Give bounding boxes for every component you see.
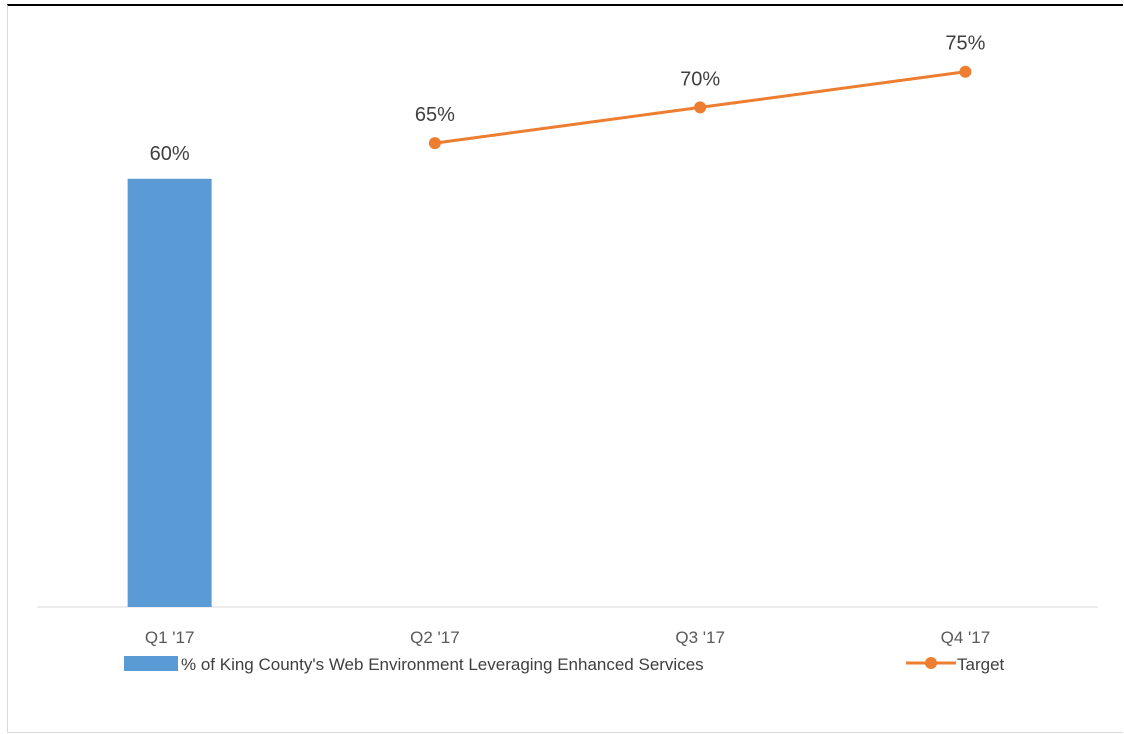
legend-bar-swatch — [124, 656, 178, 671]
legend: % of King County's Web Environment Lever… — [124, 655, 1005, 674]
x-tick-label: Q4 '17 — [941, 628, 991, 647]
x-tick-label: Q3 '17 — [675, 628, 725, 647]
bar-data-label: 60% — [150, 143, 190, 165]
target-point — [959, 65, 972, 78]
legend-line-marker — [925, 657, 937, 669]
data-labels: 60% 65% 70% 75% — [150, 33, 986, 165]
legend-bar-label: % of King County's Web Environment Lever… — [181, 655, 704, 674]
bar-series — [127, 178, 212, 607]
x-tick-label: Q2 '17 — [410, 628, 460, 647]
chart-frame — [7, 4, 1123, 733]
target-line-series — [428, 65, 972, 150]
legend-line-label: Target — [957, 655, 1005, 674]
target-point — [694, 101, 707, 114]
target-data-label: 75% — [945, 33, 985, 55]
x-axis-ticks: Q1 '17 Q2 '17 Q3 '17 Q4 '17 — [145, 628, 990, 647]
target-data-label: 65% — [415, 104, 455, 126]
target-point — [428, 137, 441, 150]
bar — [127, 178, 212, 607]
x-tick-label: Q1 '17 — [145, 628, 195, 647]
target-data-label: 70% — [680, 68, 720, 90]
